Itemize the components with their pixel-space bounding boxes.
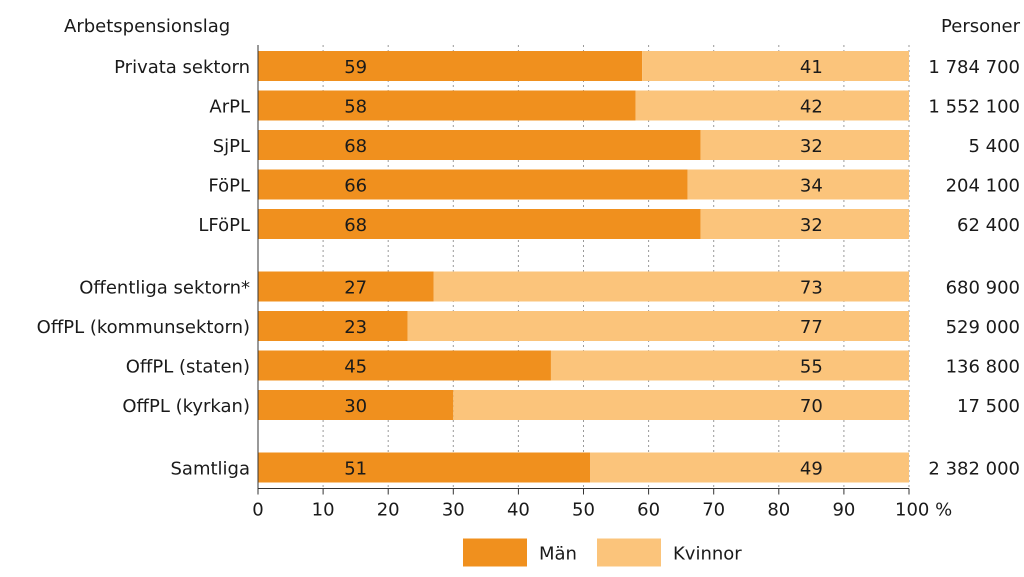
vertical-gridlines [322, 45, 910, 489]
bar-man [258, 209, 701, 239]
persons-column: 1 784 700 1 552 100 5 400 204 100 62 400 680 … [928, 57, 1020, 480]
bar-value-label: 41 [800, 57, 823, 78]
x-tick-label: 90 [832, 500, 855, 521]
persons-value: 17 500 [957, 396, 1020, 417]
bar-kvinnor [687, 169, 909, 200]
bar-value-label: 68 [344, 136, 367, 157]
persons-value: 529 000 [946, 317, 1020, 338]
legend-swatch [463, 538, 527, 567]
bar-kvinnor [635, 90, 909, 121]
category-label: FöPL [208, 176, 250, 197]
x-tick-label: 60 [637, 500, 660, 521]
x-tick-label: 30 [442, 500, 465, 521]
bar-value-label: 55 [800, 357, 823, 378]
category-label: Samtliga [170, 459, 250, 480]
x-tick-label: 80 [767, 500, 790, 521]
persons-value: 2 382 000 [928, 459, 1020, 480]
bar-man [258, 271, 434, 302]
persons-value: 680 900 [946, 278, 1020, 299]
legend-label: Män [539, 544, 577, 565]
x-tick-label: 40 [507, 500, 530, 521]
category-label: OffPL (staten) [126, 357, 250, 378]
bar-man [258, 90, 636, 121]
category-label: Offentliga sektorn* [79, 278, 250, 299]
bar-value-label: 30 [344, 396, 367, 417]
persons-value: 204 100 [946, 176, 1020, 197]
category-labels: Privata sektorn ArPL SjPL FöPL LFöPL Offentli… [37, 57, 250, 480]
bar-value-label: 51 [344, 459, 367, 480]
x-axis: 0 10 20 30 40 50 60 70 80 90 100 % [252, 45, 952, 521]
bar-value-label: 70 [800, 396, 823, 417]
category-label: Privata sektorn [114, 57, 250, 78]
bar-value-label: 68 [344, 215, 367, 236]
bar-kvinnor [700, 130, 909, 160]
bar-kvinnor [550, 350, 909, 381]
bar-kvinnor [453, 390, 909, 420]
bar-value-label: 45 [344, 357, 367, 378]
bar-value-label: 59 [344, 57, 367, 78]
bar-man [258, 390, 454, 420]
persons-value: 5 400 [968, 136, 1020, 157]
bars-layer: 59 41 58 42 68 32 66 34 68 32 27 73 23 77 45 55 30 70 51 49 [258, 51, 909, 483]
category-label: OffPL (kommunsektorn) [37, 317, 250, 338]
bar-man [258, 452, 591, 483]
persons-value: 1 552 100 [928, 97, 1020, 118]
right-column-header: Personer [941, 16, 1021, 37]
x-tick-label: 50 [572, 500, 595, 521]
left-column-header: Arbetspensionslag [64, 16, 230, 37]
x-tick-label: 10 [312, 500, 335, 521]
category-label: LFöPL [198, 215, 250, 236]
bar-man [258, 51, 643, 81]
category-label: OffPL (kyrkan) [122, 396, 250, 417]
legend: Män Kvinnor [463, 538, 742, 567]
persons-value: 136 800 [946, 357, 1020, 378]
category-label: SjPL [213, 136, 250, 157]
category-label: ArPL [209, 97, 250, 118]
x-tick-label: 20 [377, 500, 400, 521]
bar-value-label: 66 [344, 176, 367, 197]
bar-value-label: 23 [344, 317, 367, 338]
x-tick-label: 100 % [895, 500, 952, 521]
bar-value-label: 27 [344, 278, 367, 299]
legend-swatch [597, 538, 661, 567]
bar-value-label: 77 [800, 317, 823, 338]
bar-value-label: 34 [800, 176, 823, 197]
bar-value-label: 42 [800, 97, 823, 118]
bar-kvinnor [700, 209, 909, 239]
bar-man [258, 311, 408, 341]
bar-kvinnor [407, 311, 909, 341]
bar-kvinnor [590, 452, 909, 483]
bar-value-label: 32 [800, 136, 823, 157]
x-tick-label: 70 [702, 500, 725, 521]
bar-man [258, 169, 688, 200]
bar-kvinnor [433, 271, 909, 302]
bar-value-label: 58 [344, 97, 367, 118]
legend-label: Kvinnor [673, 544, 742, 565]
x-tick-label: 0 [252, 500, 263, 521]
persons-value: 62 400 [957, 215, 1020, 236]
bar-man [258, 350, 551, 381]
persons-value: 1 784 700 [928, 57, 1020, 78]
bar-man [258, 130, 701, 160]
bar-value-label: 32 [800, 215, 823, 236]
bar-value-label: 73 [800, 278, 823, 299]
bar-kvinnor [642, 51, 909, 81]
bar-value-label: 49 [800, 459, 823, 480]
